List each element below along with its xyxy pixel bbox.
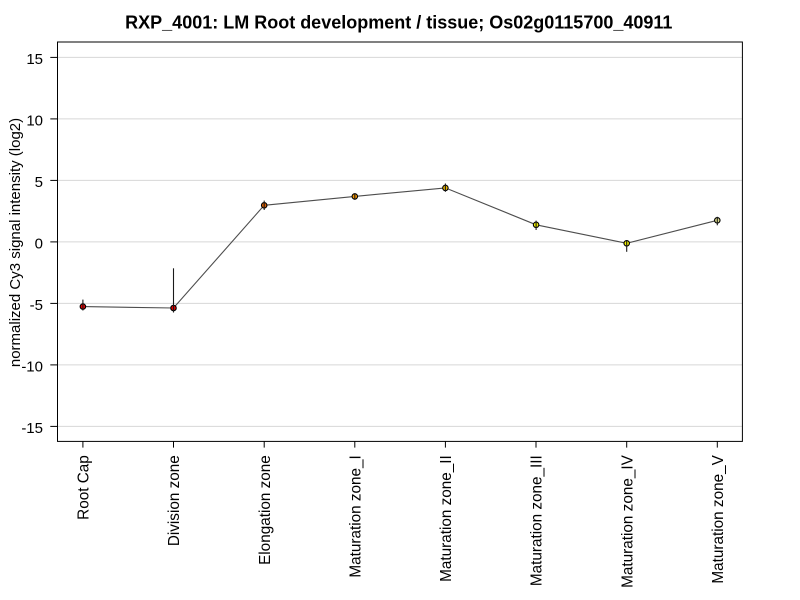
svg-text:Maturation zone_V: Maturation zone_V xyxy=(710,454,727,583)
svg-text:10: 10 xyxy=(26,113,43,130)
svg-text:15: 15 xyxy=(26,51,43,68)
svg-text:Maturation zone_IV: Maturation zone_IV xyxy=(619,454,636,587)
svg-text:0: 0 xyxy=(35,236,43,253)
svg-text:Maturation zone_II: Maturation zone_II xyxy=(438,455,455,582)
svg-text:Root Cap: Root Cap xyxy=(76,455,93,520)
svg-text:-5: -5 xyxy=(30,297,43,314)
svg-text:Elongation zone: Elongation zone xyxy=(257,455,274,565)
svg-text:-10: -10 xyxy=(21,359,43,376)
svg-text:-15: -15 xyxy=(21,420,43,437)
svg-text:Maturation zone_I: Maturation zone_I xyxy=(347,455,364,577)
svg-text:Division zone: Division zone xyxy=(166,455,183,546)
svg-text:normalized Cy3 signal intensit: normalized Cy3 signal intensity (log2) xyxy=(7,118,24,367)
svg-text:RXP_4001: LM Root development: RXP_4001: LM Root development / tissue; … xyxy=(125,12,672,32)
svg-text:Maturation zone_III: Maturation zone_III xyxy=(529,455,546,586)
svg-text:5: 5 xyxy=(35,174,43,191)
